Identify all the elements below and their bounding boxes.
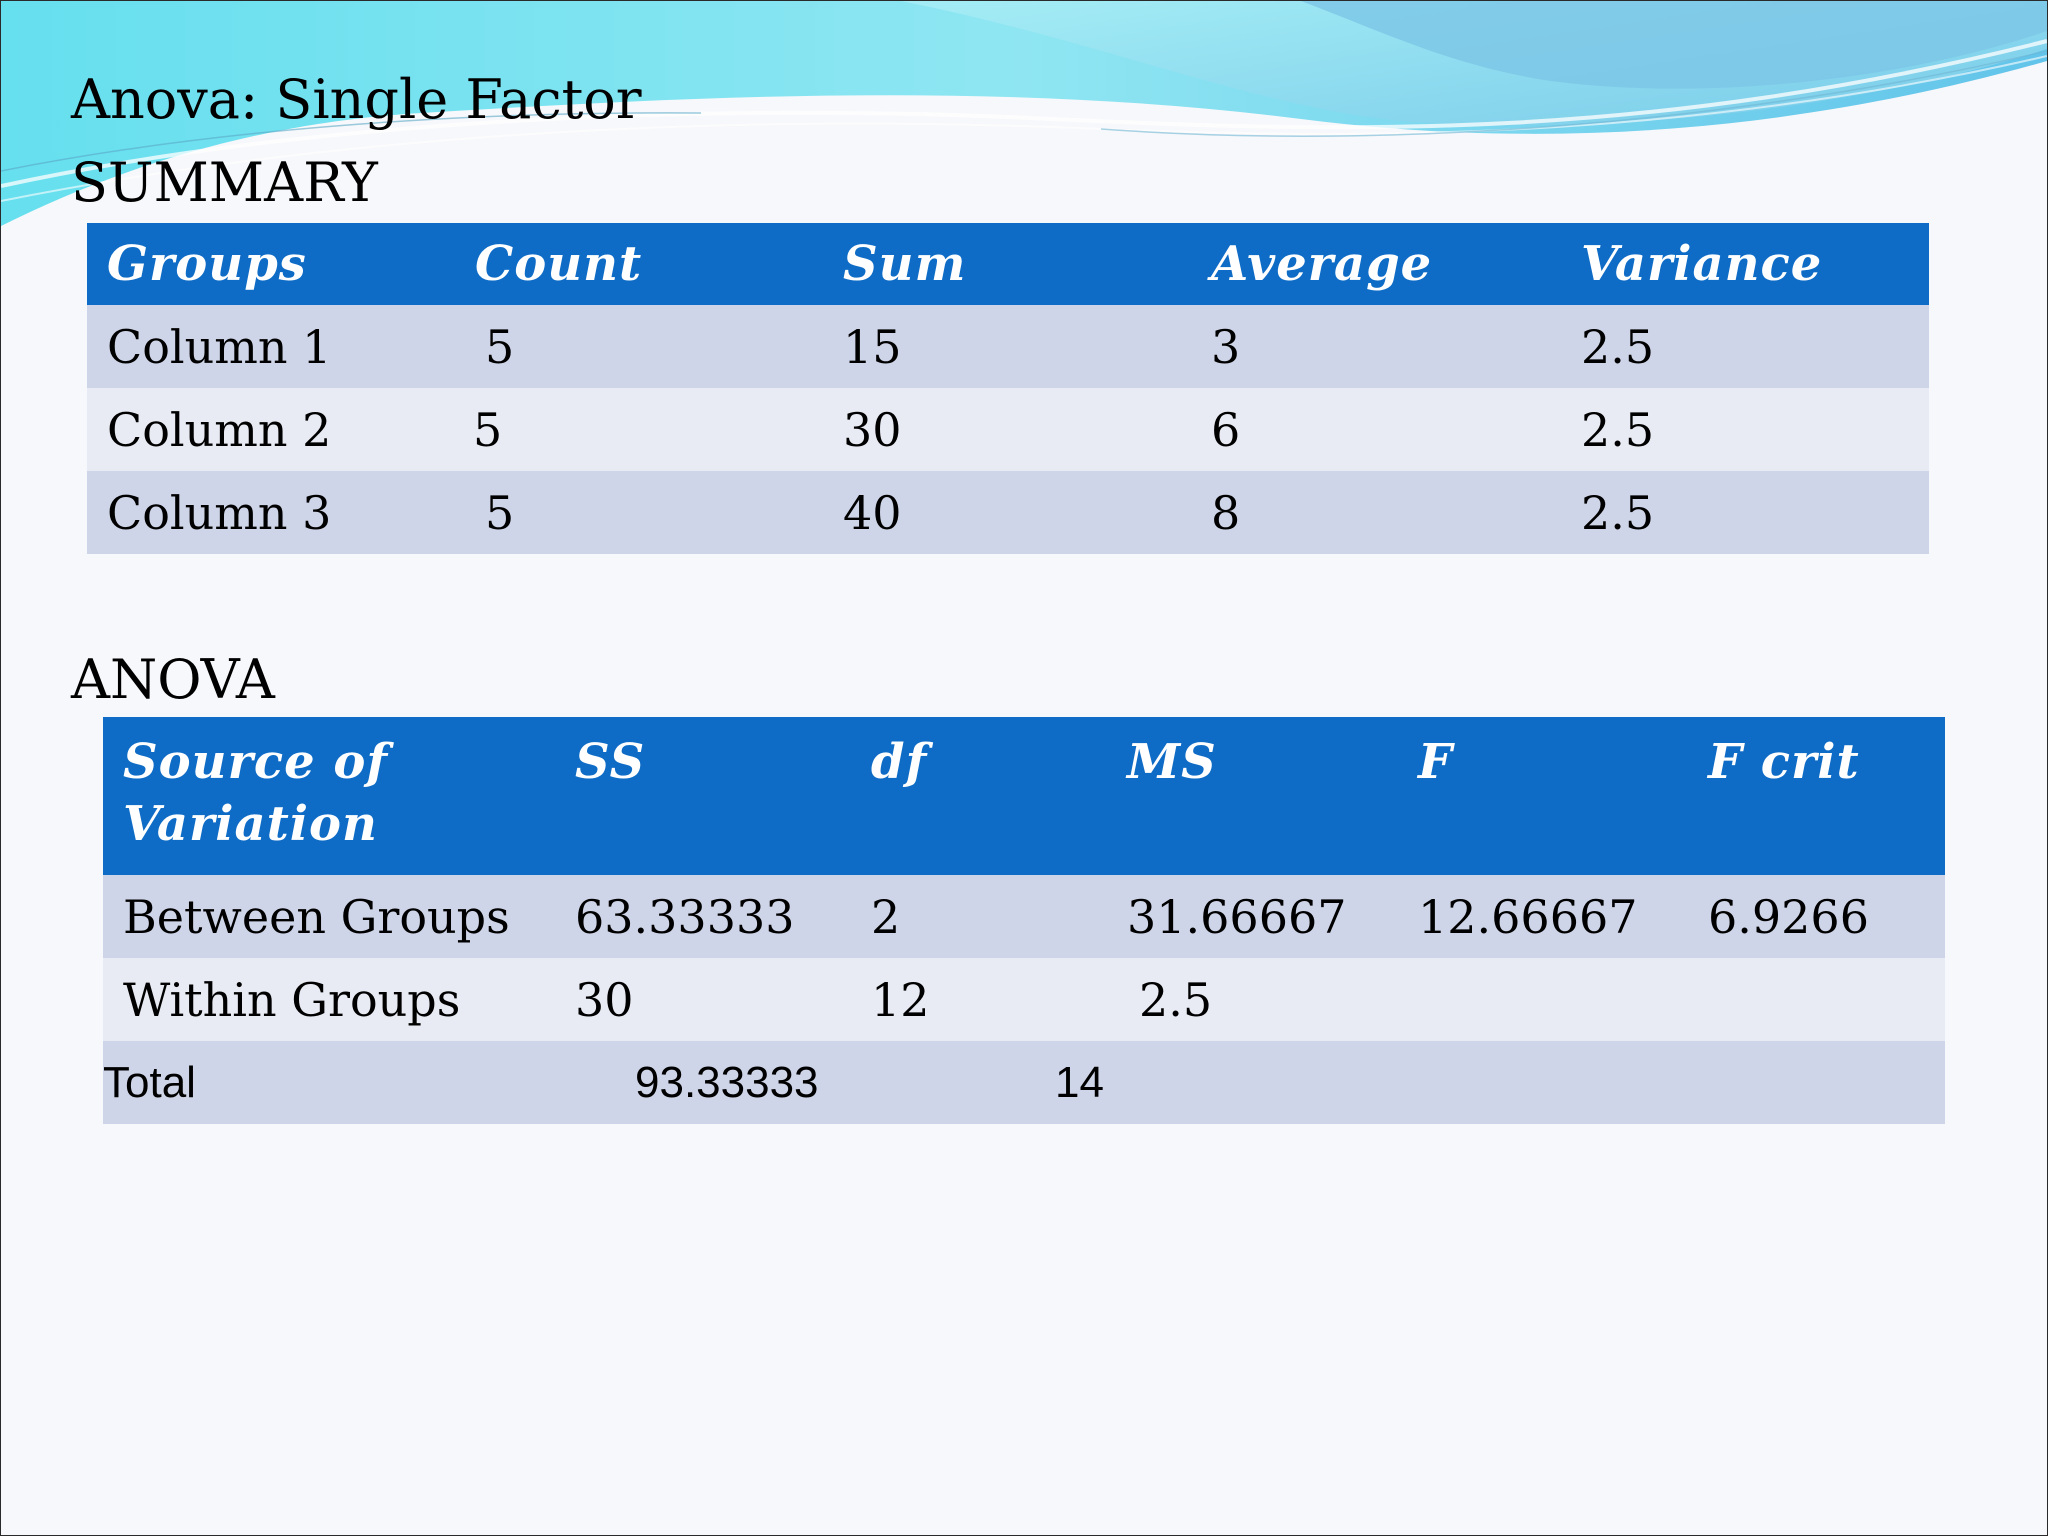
table-row: Column 2 5 30 6 2.5	[87, 388, 1929, 471]
decorative-wave-banner	[1, 1, 2047, 226]
cell-variance: 2.5	[1561, 305, 1929, 388]
header-average: Average	[1191, 223, 1561, 305]
cell-group: Column 1	[87, 305, 455, 388]
cell-average: 6	[1191, 388, 1561, 471]
header-sum: Sum	[823, 223, 1191, 305]
cell-source: Between Groups	[103, 875, 555, 958]
cell-ms: 2.5	[1107, 958, 1398, 1041]
cell-count: 5	[455, 305, 823, 388]
cell-f-crit: 6.9266	[1688, 875, 1945, 958]
table-row-total: Total 93.33333 14	[103, 1041, 1945, 1124]
cell-average: 3	[1191, 305, 1561, 388]
summary-table: Groups Count Sum Average Variance Column…	[87, 223, 1929, 554]
cell-sum: 30	[823, 388, 1191, 471]
cell-f-crit	[1688, 958, 1945, 1041]
cell-total-empty	[1398, 1041, 1688, 1124]
cell-total-ss: 93.33333	[555, 1041, 851, 1124]
cell-ss: 63.33333	[555, 875, 851, 958]
cell-f	[1398, 958, 1688, 1041]
cell-ss: 30	[555, 958, 851, 1041]
cell-count: 5	[455, 388, 823, 471]
header-variance: Variance	[1561, 223, 1929, 305]
cell-group: Column 3	[87, 471, 455, 554]
cell-ms: 31.66667	[1107, 875, 1398, 958]
header-ss: SS	[555, 717, 851, 875]
page-title: Anova: Single Factor	[71, 68, 642, 131]
cell-total-label: Total	[103, 1041, 555, 1124]
header-groups: Groups	[87, 223, 455, 305]
header-f: F	[1398, 717, 1688, 875]
header-f-crit: F crit	[1688, 717, 1945, 875]
cell-total-empty	[1688, 1041, 1945, 1124]
cell-total-df: 14	[851, 1041, 1398, 1124]
cell-source: Within Groups	[103, 958, 555, 1041]
anova-table: Source of Variation SS df MS F F crit Be…	[103, 717, 1945, 1124]
table-row: Column 1 5 15 3 2.5	[87, 305, 1929, 388]
table-row: Between Groups 63.33333 2 31.66667 12.66…	[103, 875, 1945, 958]
summary-heading: SUMMARY	[71, 151, 378, 214]
cell-f: 12.66667	[1398, 875, 1688, 958]
cell-count: 5	[455, 471, 823, 554]
header-ms: MS	[1107, 717, 1398, 875]
anova-header-row: Source of Variation SS df MS F F crit	[103, 717, 1945, 875]
table-row: Within Groups 30 12 2.5	[103, 958, 1945, 1041]
anova-heading: ANOVA	[71, 648, 275, 711]
table-row: Column 3 5 40 8 2.5	[87, 471, 1929, 554]
cell-group: Column 2	[87, 388, 455, 471]
cell-df: 2	[851, 875, 1107, 958]
header-source-of-variation: Source of Variation	[103, 717, 555, 875]
cell-sum: 40	[823, 471, 1191, 554]
header-df: df	[851, 717, 1107, 875]
cell-variance: 2.5	[1561, 471, 1929, 554]
cell-df: 12	[851, 958, 1107, 1041]
cell-variance: 2.5	[1561, 388, 1929, 471]
summary-header-row: Groups Count Sum Average Variance	[87, 223, 1929, 305]
header-count: Count	[455, 223, 823, 305]
cell-average: 8	[1191, 471, 1561, 554]
cell-sum: 15	[823, 305, 1191, 388]
